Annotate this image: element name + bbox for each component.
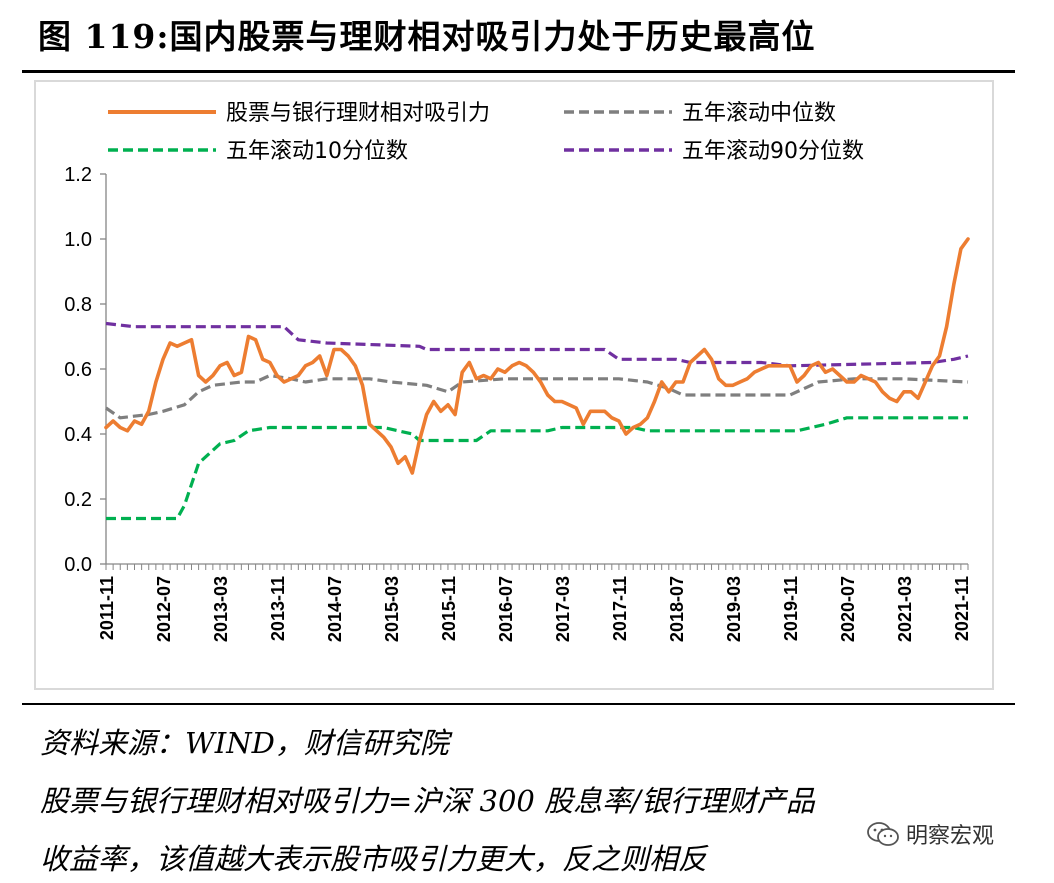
y-tick-label: 1.2 — [64, 164, 92, 186]
y-tick-label: 0.8 — [64, 294, 92, 316]
wechat-icon — [867, 822, 899, 846]
x-tick-label: 2015-11 — [439, 576, 459, 641]
y-tick-label: 0.6 — [64, 359, 92, 381]
series-line-0 — [104, 237, 970, 475]
legend-label-3: 五年滚动90分位数 — [682, 139, 864, 164]
series-layer — [104, 237, 970, 521]
chart-frame: 0.0 0.2 0.4 0.6 0.8 1.0 1.2 2011-11 2012-07 2013-… — [34, 80, 994, 690]
x-tick-label: 2021-03 — [895, 576, 915, 642]
watermark-text: 明察宏观 — [906, 824, 995, 849]
y-tick-label: 0.4 — [64, 424, 92, 446]
x-tick-label: 2019-03 — [724, 576, 744, 642]
title-divider — [22, 70, 1015, 73]
line-chart: 0.0 0.2 0.4 0.6 0.8 1.0 1.2 2011-11 2012-07 2013-… — [64, 101, 972, 642]
series-line-1 — [105, 373, 969, 420]
x-tick-label: 2020-07 — [838, 576, 858, 642]
series-line-2 — [106, 416, 968, 521]
x-tick-label: 2012-07 — [154, 576, 174, 642]
x-tick-label: 2013-03 — [211, 576, 231, 642]
x-tick-label: 2017-11 — [610, 576, 630, 641]
legend-label-2: 五年滚动10分位数 — [226, 139, 408, 164]
series-line-3 — [105, 321, 969, 368]
figure-title: 图 119:国内股票与理财相对吸引力处于历史最高位 — [38, 17, 816, 56]
definition-note-line2: 收益率，该值越大表示股市吸引力更大，反之则相反 — [40, 842, 708, 876]
y-tick-label: 0.0 — [64, 554, 92, 576]
x-tick-label: 2016-07 — [496, 576, 516, 642]
x-tick-label: 2021-11 — [952, 576, 972, 641]
x-tick-label: 2014-07 — [325, 576, 345, 642]
x-tick-label: 2018-07 — [667, 576, 687, 642]
x-tick-label: 2011-11 — [97, 576, 117, 640]
x-tick-label: 2019-11 — [781, 576, 801, 641]
legend-label-0: 股票与银行理财相对吸引力 — [226, 101, 490, 126]
source-note: 资料来源：WIND，财信研究院 — [40, 726, 449, 760]
definition-note-line1: 股票与银行理财相对吸引力=沪深 300 股息率/银行理财产品 — [40, 784, 815, 818]
axes: 0.0 0.2 0.4 0.6 0.8 1.0 1.2 2011-11 2012-07 2013-… — [64, 164, 972, 642]
y-tick-label: 1.0 — [64, 229, 92, 251]
x-tick-label: 2015-03 — [382, 576, 402, 642]
chart-divider — [22, 703, 1015, 705]
legend-label-1: 五年滚动中位数 — [682, 101, 836, 126]
x-tick-label: 2017-03 — [553, 576, 573, 642]
watermark: 明察宏观 — [866, 818, 994, 850]
x-tick-label: 2013-11 — [268, 576, 288, 641]
y-tick-label: 0.2 — [64, 489, 92, 511]
